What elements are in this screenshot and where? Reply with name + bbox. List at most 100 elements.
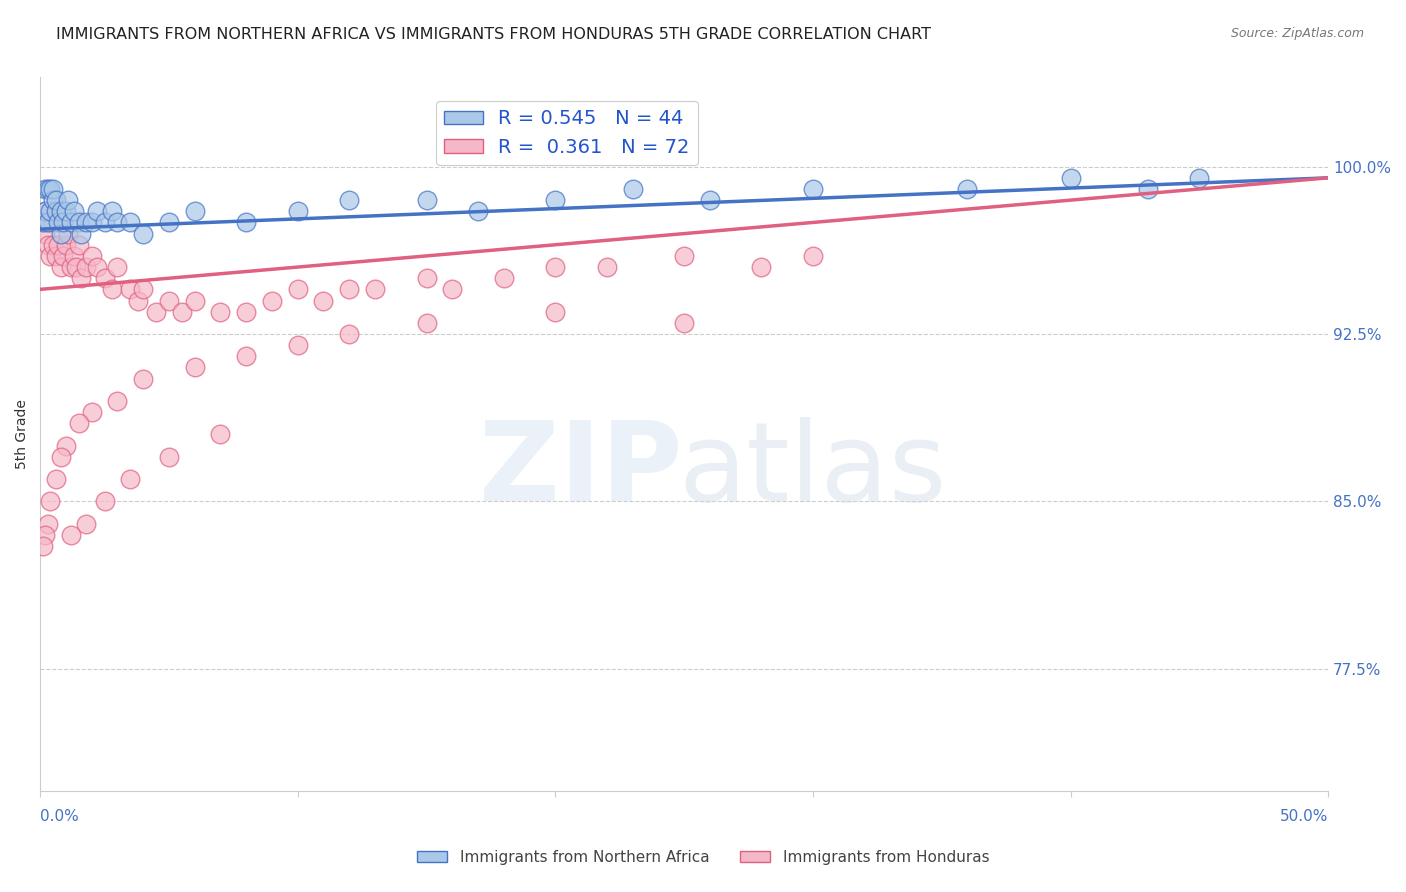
Point [1188, 170, 1211, 185]
Point [46, 215, 69, 229]
Point [415, 316, 437, 330]
Point [49, 260, 72, 274]
Text: 50.0%: 50.0% [1279, 809, 1329, 824]
Point [441, 282, 464, 296]
Point [37, 215, 59, 229]
Point [415, 271, 437, 285]
Point [287, 204, 309, 219]
Legend: R = 0.545   N = 44, R =  0.361   N = 72: R = 0.545 N = 44, R = 0.361 N = 72 [436, 102, 697, 165]
Point [52, 215, 75, 229]
Point [80, 215, 103, 229]
Point [105, 260, 128, 274]
Point [37, 516, 59, 531]
Point [39, 494, 62, 508]
Point [42, 215, 65, 229]
Point [544, 193, 567, 207]
Point [127, 293, 149, 308]
Point [183, 360, 205, 375]
Point [45, 249, 67, 263]
Point [105, 393, 128, 408]
Point [101, 282, 124, 296]
Point [699, 193, 721, 207]
Point [39, 204, 62, 219]
Point [42, 182, 65, 196]
Point [120, 472, 142, 486]
Point [337, 193, 360, 207]
Point [596, 260, 619, 274]
Point [183, 204, 205, 219]
Point [621, 182, 644, 196]
Point [52, 249, 75, 263]
Point [751, 260, 773, 274]
Point [956, 182, 979, 196]
Point [101, 204, 124, 219]
Point [49, 227, 72, 241]
Point [42, 193, 65, 207]
Point [132, 227, 155, 241]
Point [62, 249, 84, 263]
Point [76, 260, 98, 274]
Point [31, 215, 53, 229]
Point [70, 227, 93, 241]
Point [46, 237, 69, 252]
Point [34, 227, 56, 241]
Point [801, 249, 824, 263]
Point [45, 193, 67, 207]
Point [120, 215, 142, 229]
Point [415, 193, 437, 207]
Point [80, 405, 103, 419]
Legend: Immigrants from Northern Africa, Immigrants from Honduras: Immigrants from Northern Africa, Immigra… [411, 844, 995, 871]
Point [1136, 182, 1159, 196]
Point [60, 215, 83, 229]
Point [65, 260, 87, 274]
Point [492, 271, 515, 285]
Point [337, 326, 360, 341]
Text: ZIP: ZIP [479, 417, 683, 524]
Point [55, 438, 77, 452]
Point [80, 249, 103, 263]
Point [39, 249, 62, 263]
Point [157, 450, 180, 464]
Point [70, 271, 93, 285]
Point [39, 182, 62, 196]
Point [67, 416, 90, 430]
Text: 0.0%: 0.0% [41, 809, 79, 824]
Point [235, 304, 257, 318]
Point [209, 427, 232, 442]
Point [42, 237, 65, 252]
Point [801, 182, 824, 196]
Point [93, 271, 115, 285]
Text: IMMIGRANTS FROM NORTHERN AFRICA VS IMMIGRANTS FROM HONDURAS 5TH GRADE CORRELATIO: IMMIGRANTS FROM NORTHERN AFRICA VS IMMIG… [56, 27, 931, 42]
Point [60, 260, 83, 274]
Point [49, 204, 72, 219]
Point [49, 450, 72, 464]
Point [76, 215, 98, 229]
Text: atlas: atlas [679, 417, 948, 524]
Point [45, 204, 67, 219]
Point [60, 528, 83, 542]
Point [76, 516, 98, 531]
Point [93, 215, 115, 229]
Point [132, 371, 155, 385]
Point [120, 282, 142, 296]
Point [37, 182, 59, 196]
Point [364, 282, 387, 296]
Point [287, 282, 309, 296]
Point [55, 204, 77, 219]
Point [55, 237, 77, 252]
Point [544, 260, 567, 274]
Point [34, 204, 56, 219]
Text: Source: ZipAtlas.com: Source: ZipAtlas.com [1230, 27, 1364, 40]
Point [209, 304, 232, 318]
Point [170, 304, 193, 318]
Point [544, 304, 567, 318]
Point [58, 193, 80, 207]
Point [673, 316, 696, 330]
Point [93, 494, 115, 508]
Point [37, 237, 59, 252]
Point [34, 204, 56, 219]
Point [31, 539, 53, 553]
Point [46, 215, 69, 229]
Point [86, 204, 108, 219]
Point [235, 215, 257, 229]
